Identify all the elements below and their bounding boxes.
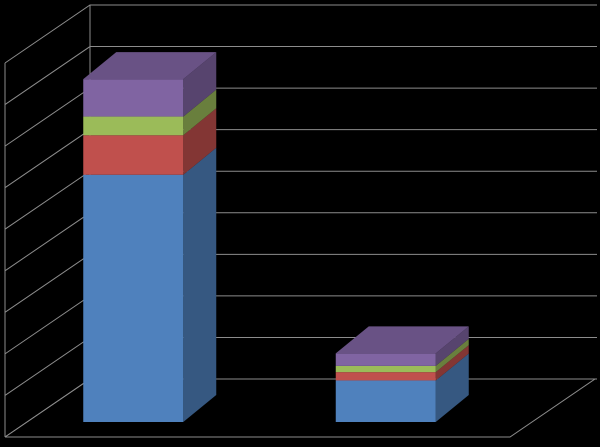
bar-segment [83, 174, 184, 422]
bar-segment [335, 365, 436, 373]
bar-top [83, 52, 217, 80]
bar-top [335, 326, 469, 354]
bar-segment [83, 135, 184, 175]
grid-line [4, 4, 597, 64]
bar-segment [335, 372, 436, 381]
bar-side [183, 108, 217, 175]
bar-side [435, 345, 469, 381]
grid-line [4, 46, 597, 105]
bar-segment [335, 353, 436, 366]
bar-side [435, 338, 469, 373]
bar-segment [83, 79, 184, 117]
bar-side [435, 326, 469, 366]
bar-side [183, 89, 217, 136]
bar-segment [335, 380, 436, 422]
bar-side [183, 52, 217, 117]
bar-segment [83, 116, 184, 136]
bar-side [435, 353, 469, 422]
bar-side [183, 147, 217, 422]
